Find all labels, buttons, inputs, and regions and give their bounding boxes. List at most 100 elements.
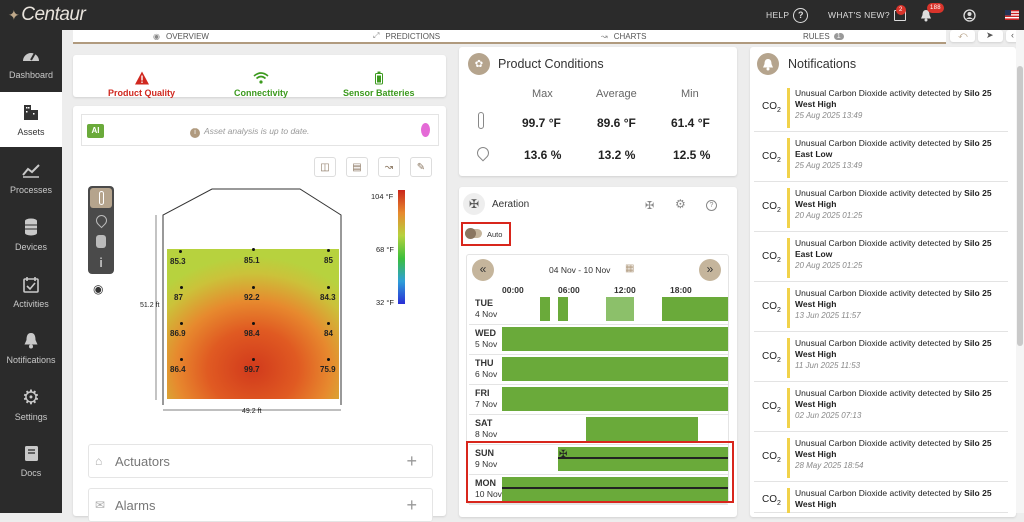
product-quality-status[interactable]: Product Quality (108, 71, 175, 98)
aeration-settings-button[interactable]: ⚙ (675, 197, 686, 211)
alerts-button[interactable]: 188 (920, 0, 944, 30)
sidebar-item-activities[interactable]: Activities (0, 264, 62, 319)
next-week-button[interactable]: » (699, 259, 721, 281)
share-button[interactable]: ⤺ (950, 30, 975, 42)
actuators-accordion[interactable]: ⌂ Actuators + (88, 444, 433, 478)
sidebar-item-settings[interactable]: ⚙ Settings (14, 386, 48, 423)
sidebar-item-docs[interactable]: Docs (0, 433, 62, 488)
aeration-segment[interactable] (606, 297, 634, 321)
sidebar-item-dashboard[interactable]: Dashboard (0, 35, 62, 90)
col-average: Average (596, 88, 637, 100)
calendar-button[interactable]: ▦ (625, 263, 634, 274)
report-button[interactable]: ◫ (314, 157, 336, 177)
connectivity-status[interactable]: Connectivity (234, 71, 288, 98)
hour-label: 06:00 (558, 285, 580, 295)
language-flag-button[interactable] (1005, 0, 1019, 30)
aeration-segment[interactable] (540, 297, 550, 321)
chart-icon: ↝ (601, 31, 608, 41)
megaphone-icon: ✉ (95, 498, 106, 512)
product-conditions-title: Product Conditions (498, 57, 604, 71)
moisture-max: 13.6 % (524, 148, 562, 162)
battery-icon (374, 71, 383, 85)
level-sensor-button[interactable] (90, 231, 112, 251)
sidebar-item-devices[interactable]: Devices (0, 207, 62, 262)
schedule-row-mon[interactable]: MON 10 Nov (469, 475, 728, 505)
app-logo[interactable]: ✦ Centaur (8, 4, 86, 25)
schedule-row-fri[interactable]: FRI 7 Nov (469, 385, 728, 415)
sidebar-item-assets[interactable]: Assets (0, 92, 62, 147)
chevron-left-icon: ‹ (1011, 30, 1014, 40)
whats-new-button[interactable]: WHAT'S NEW? 2 (828, 0, 906, 30)
schedule-row-wed[interactable]: WED 5 Nov (469, 325, 728, 355)
schedule-row-sun[interactable]: SUN 9 Nov ✠ (469, 445, 728, 475)
user-menu-button[interactable] (963, 0, 976, 30)
bell-icon (21, 330, 41, 350)
aeration-segment[interactable] (558, 447, 728, 471)
notification-item[interactable]: CO2 Unusual Carbon Dioxide activity dete… (754, 484, 1008, 513)
notification-item[interactable]: CO2 Unusual Carbon Dioxide activity dete… (754, 334, 1008, 382)
sidebar-item-notifications[interactable]: Notifications (0, 320, 62, 375)
notification-item[interactable]: CO2 Unusual Carbon Dioxide activity dete… (754, 134, 1008, 182)
notification-item[interactable]: CO2 Unusual Carbon Dioxide activity dete… (754, 384, 1008, 432)
scale-max-label: 104 °F (371, 192, 394, 201)
schedule-row-thu[interactable]: THU 6 Nov (469, 355, 728, 385)
aeration-segment[interactable] (586, 417, 698, 441)
chart-button[interactable]: ↝ (378, 157, 400, 177)
hour-label: 00:00 (502, 285, 524, 295)
aeration-segment[interactable] (502, 327, 728, 351)
notification-item[interactable]: CO2 Unusual Carbon Dioxide activity dete… (754, 234, 1008, 282)
sensor-value: 92.2 (244, 293, 260, 302)
sidebar-item-processes[interactable]: Processes (0, 150, 62, 205)
fan-icon: ✠ (645, 200, 655, 212)
aeration-segment[interactable] (662, 297, 728, 321)
auto-toggle[interactable] (465, 228, 482, 239)
help-button[interactable]: HELP? (766, 0, 809, 30)
schedule-row-tue[interactable]: TUE 4 Nov (469, 295, 728, 325)
aeration-segment[interactable] (502, 387, 728, 411)
notification-item[interactable]: CO2 Unusual Carbon Dioxide activity dete… (754, 84, 1008, 132)
sensor-point (180, 358, 183, 361)
sensor-value: 86.9 (170, 329, 186, 338)
schedule-row-sat[interactable]: SAT 8 Nov (469, 415, 728, 445)
sensor-point (252, 248, 255, 251)
aeration-segment[interactable] (502, 357, 728, 381)
aeration-segment[interactable] (502, 477, 728, 501)
alarms-accordion[interactable]: ✉ Alarms + (88, 488, 433, 522)
notification-item[interactable]: CO2 Unusual Carbon Dioxide activity dete… (754, 284, 1008, 332)
sensor-value: 99.7 (244, 365, 260, 374)
prev-week-button[interactable]: « (472, 259, 494, 281)
moisture-icon (93, 212, 109, 228)
temperature-sensor-button[interactable] (90, 188, 112, 208)
col-min: Min (681, 88, 699, 100)
tab-predictions[interactable]: ⤢ PREDICTIONS (373, 31, 441, 41)
sensor-point (252, 358, 255, 361)
fan-control-button[interactable]: ✠ (645, 199, 654, 212)
scrollbar[interactable] (1016, 30, 1024, 513)
report-icon: ◫ (320, 161, 330, 173)
tab-charts[interactable]: ↝ CHARTS (601, 31, 647, 41)
current-time-line (558, 457, 728, 459)
pencil-icon: ✎ (416, 161, 426, 173)
book-icon (21, 443, 41, 463)
info-icon: i (190, 128, 200, 138)
sensor-batteries-status[interactable]: Sensor Batteries (343, 71, 415, 98)
edit-button[interactable]: ✎ (410, 157, 432, 177)
scale-min-label: 32 °F (376, 298, 395, 307)
send-button[interactable]: ➤ (978, 30, 1003, 42)
sensor-value: 84 (324, 329, 333, 338)
moisture-sensor-button[interactable] (90, 210, 112, 230)
sensor-value: 87 (174, 293, 183, 302)
notification-item[interactable]: CO2 Unusual Carbon Dioxide activity dete… (754, 184, 1008, 232)
tab-rules[interactable]: RULES 1 (803, 30, 844, 42)
calendar-check-icon (21, 274, 41, 294)
notification-item[interactable]: CO2 Unusual Carbon Dioxide activity dete… (754, 434, 1008, 482)
visibility-toggle[interactable]: ◉ (93, 282, 103, 296)
aeration-help-button[interactable]: ? (706, 200, 717, 211)
aeration-segment[interactable] (558, 297, 568, 321)
top-bar: ✦ Centaur HELP? WHAT'S NEW? 2 188 (0, 0, 1024, 30)
sensor-value: 85 (324, 256, 333, 265)
fill-level-button[interactable]: ▤ (346, 157, 368, 177)
tab-overview[interactable]: ◉ OVERVIEW (153, 31, 209, 41)
info-sensor-button[interactable]: i (90, 252, 112, 272)
sensor-value: 98.4 (244, 329, 260, 338)
